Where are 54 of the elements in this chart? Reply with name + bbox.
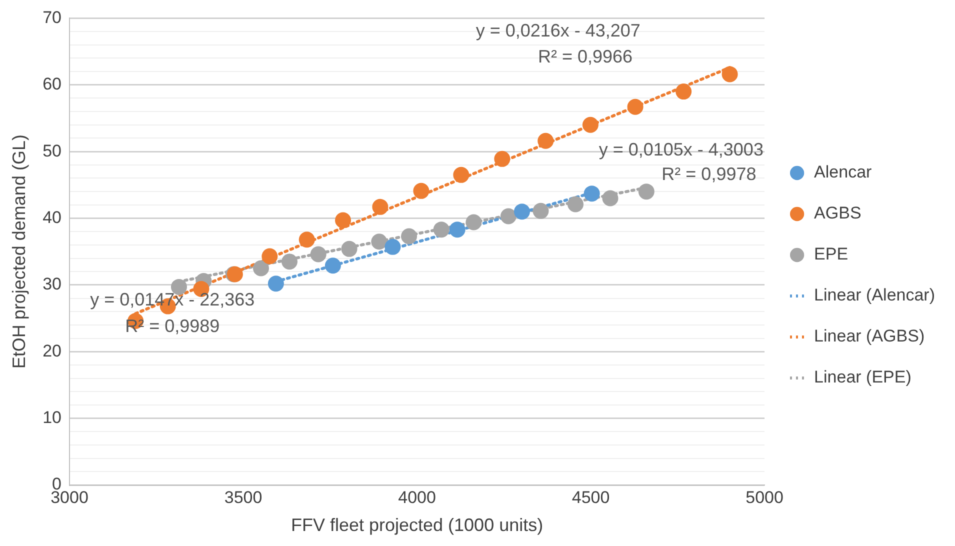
annotation: y = 0,0105x - 4,3003 — [598, 139, 764, 160]
point — [298, 232, 315, 248]
y-tick-label: 50 — [42, 141, 62, 160]
point — [453, 166, 470, 183]
point — [582, 116, 598, 133]
point — [335, 212, 352, 228]
point — [372, 198, 388, 215]
annotation: y = 0,0216x - 43,207 — [476, 20, 640, 41]
point — [310, 246, 326, 262]
y-tick-label: 10 — [42, 408, 62, 427]
y-tick-label: 60 — [42, 74, 62, 94]
point — [324, 258, 341, 274]
point — [371, 234, 388, 250]
x-axis-title: FFV fleet projected (1000 units) — [290, 515, 544, 536]
x-tick-label: 5000 — [746, 488, 784, 507]
point — [500, 208, 516, 224]
legend-label: Alencar — [814, 162, 872, 182]
legend-label: Linear (EPE) — [814, 368, 912, 387]
point — [466, 214, 482, 230]
point — [722, 66, 738, 82]
point — [494, 150, 510, 167]
y-axis-title: EtOH projected demand (GL) — [8, 134, 29, 369]
point — [532, 202, 549, 219]
x-tick-label: 4000 — [398, 488, 436, 507]
y-tick-label: 30 — [42, 274, 62, 294]
point — [401, 228, 418, 244]
x-tick-label: 3500 — [224, 488, 262, 507]
point — [627, 98, 644, 115]
point — [384, 238, 401, 255]
point — [268, 276, 284, 292]
point — [538, 132, 554, 149]
y-tick-label: 40 — [42, 208, 62, 227]
point — [281, 254, 298, 270]
point — [252, 260, 269, 276]
point — [514, 204, 530, 220]
legend-label: AGBS — [814, 204, 862, 223]
legend-label: EPE — [814, 244, 848, 264]
y-tick-label: 20 — [42, 341, 62, 360]
point — [449, 222, 466, 238]
legend-label: Linear (Alencar) — [814, 286, 936, 305]
point — [262, 248, 278, 264]
point — [584, 186, 600, 202]
legend-label: Linear (AGBS) — [814, 326, 925, 346]
x-tick-label: 4500 — [572, 488, 610, 507]
point — [676, 84, 692, 100]
point — [568, 196, 584, 212]
point — [602, 190, 618, 206]
annotation: R² = 0,9966 — [538, 46, 633, 66]
point — [413, 182, 430, 199]
point — [433, 222, 450, 238]
point — [638, 184, 654, 200]
y-tick-label: 70 — [42, 8, 62, 27]
point — [341, 240, 358, 257]
annotation: R² = 0,9978 — [662, 164, 756, 184]
